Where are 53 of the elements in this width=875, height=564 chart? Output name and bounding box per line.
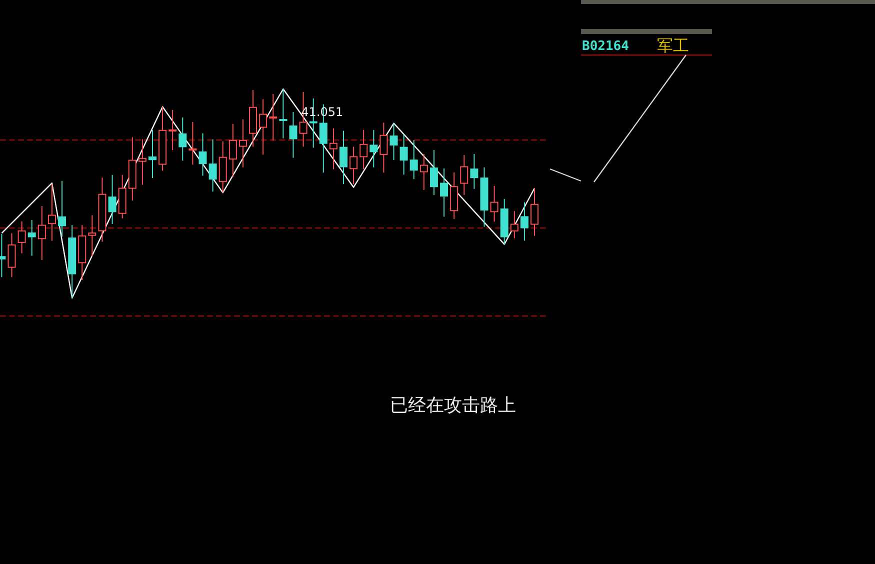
candlestick [480,166,488,228]
candlestick [500,198,508,245]
candlestick [470,154,478,190]
candlestick [520,202,528,242]
candlestick [269,94,278,142]
candlestick [530,188,538,236]
candlestick [48,184,56,242]
candlestick [168,109,177,151]
candlestick [259,98,268,156]
text: B02164 [582,39,630,54]
candlestick [279,88,288,139]
candlestick [78,224,86,281]
candlestick [370,129,378,168]
candlestick [8,232,16,278]
candlestick [510,210,518,239]
candlestick [450,172,458,220]
candlestick [420,154,428,190]
candlestick [68,224,76,298]
text: 已经在攻击路上 [390,395,516,416]
candlestick [38,206,46,260]
candlestick [188,122,197,166]
candlestick [339,130,348,185]
candlestick [178,116,187,162]
candlestick [490,185,498,222]
candlestick [28,220,36,256]
candlestick [98,177,106,242]
candlestick [18,220,26,254]
candlestick [118,174,126,219]
candlestick [410,139,418,180]
candlestick [329,128,338,170]
text: 军工 [657,36,689,55]
candlestick [360,129,368,170]
candlestick [238,118,247,168]
candlestick [88,214,96,258]
candlestick [148,129,156,179]
candlestick [128,136,136,202]
candlestick [58,180,66,238]
candlestick [138,138,146,186]
candlestick [228,123,237,178]
candlestick [218,140,227,194]
candlestick [208,138,217,192]
candlestick [158,106,167,172]
candlestick [108,174,116,225]
candlestick [198,132,207,176]
candlestick [380,122,388,174]
candlestick [289,111,298,158]
candlestick [460,154,468,196]
candlestick [430,150,438,196]
candlestick [249,90,258,148]
candlestick [350,146,358,185]
candlestick [400,134,408,176]
candlestick [440,168,448,218]
candlestick [390,122,398,161]
